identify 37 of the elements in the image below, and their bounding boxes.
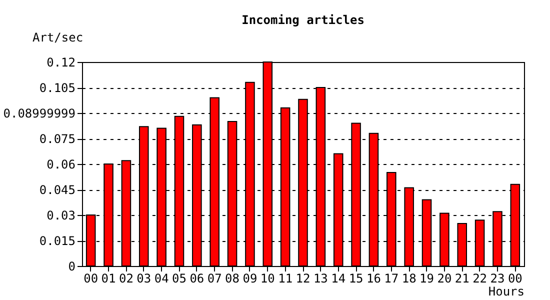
- x-tick-label: 15: [348, 272, 364, 286]
- y-tick-label: 0.06: [46, 158, 76, 172]
- x-tick-label: 16: [366, 272, 381, 286]
- x-tick-label: 18: [402, 272, 416, 286]
- x-tick-label: 01: [101, 272, 116, 286]
- x-tick-label: 05: [172, 272, 186, 286]
- y-tick-label: 0.015: [39, 234, 76, 248]
- x-tick-label: 08: [225, 272, 240, 286]
- x-tick-label: 06: [190, 272, 204, 286]
- x-tick-label: 02: [118, 272, 134, 286]
- x-tick-label: 17: [384, 272, 399, 286]
- x-tick-label: 21: [454, 272, 470, 286]
- y-tick-label: 0.03: [46, 208, 76, 222]
- x-tick-label: 12: [296, 272, 310, 286]
- x-axis-title: Hours: [488, 284, 524, 298]
- y-tick-label: 0.105: [39, 81, 76, 95]
- x-tick-label: 10: [260, 272, 275, 286]
- x-tick-label: 20: [437, 272, 452, 286]
- y-tick-label: 0.045: [39, 183, 76, 197]
- y-tick-label: 0: [68, 260, 76, 274]
- x-tick-label: 14: [331, 272, 346, 286]
- x-tick-label: 22: [472, 272, 488, 286]
- x-tick-label: 00: [84, 272, 98, 286]
- x-tick-label: 13: [313, 272, 328, 286]
- x-tick-label: 11: [278, 272, 293, 286]
- y-tick-label: 0.08999999: [3, 106, 76, 120]
- x-tick-label: 19: [420, 272, 434, 286]
- x-tick-label: 07: [207, 272, 222, 286]
- y-tick-label: 0.075: [39, 132, 76, 146]
- y-tick-label: 0.12: [46, 56, 76, 70]
- x-tick-label: 04: [154, 272, 169, 286]
- x-tick-label: 00: [508, 272, 522, 286]
- y-axis-title: Art/sec: [32, 30, 84, 44]
- x-tick-label: 23: [490, 272, 505, 286]
- chart-title: Incoming articles: [242, 13, 364, 27]
- x-tick-label: 03: [136, 272, 152, 286]
- x-tick-label: 09: [242, 272, 258, 286]
